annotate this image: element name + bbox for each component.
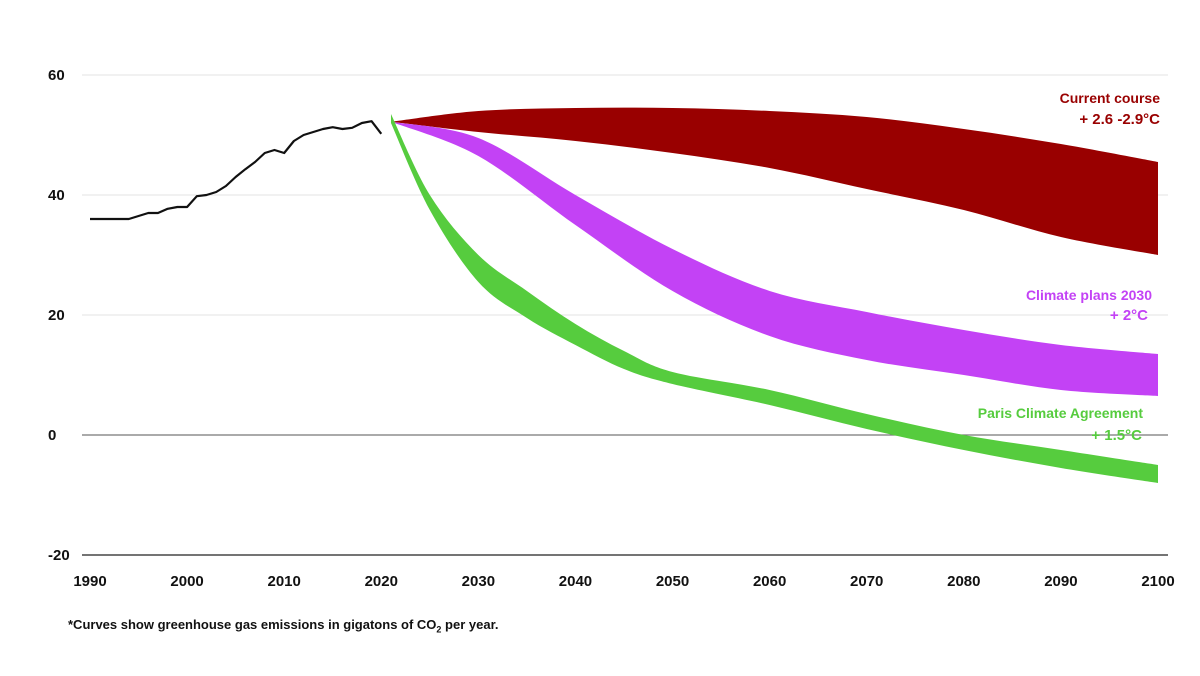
x-tick-label: 2040: [559, 573, 592, 590]
x-tick-label: 2100: [1141, 573, 1174, 590]
x-tick-label: 2060: [753, 573, 786, 590]
footnote-text: *Curves show greenhouse gas emissions in…: [68, 617, 437, 632]
scenario-band: [390, 121, 1158, 397]
x-tick-label: 2090: [1044, 573, 1077, 590]
historical-line: [90, 120, 383, 221]
x-axis-ticks: 1990 2000 2010 2020 2030 2040 2050 2060 2070 2080…: [73, 573, 1174, 590]
y-tick-label: 0: [48, 427, 56, 444]
y-tick-label: -20: [48, 547, 70, 564]
footnote: *Curves show greenhouse gas emissions in…: [68, 617, 499, 635]
climate-plans-temp: + 2°C: [1110, 307, 1148, 324]
y-tick-label: 40: [48, 187, 65, 204]
scenario-band: [390, 107, 1158, 255]
x-tick-label: 1990: [73, 573, 106, 590]
paris-agreement-label: Paris Climate Agreement: [978, 405, 1144, 421]
x-tick-label: 2020: [365, 573, 398, 590]
x-tick-label: 2000: [170, 573, 203, 590]
scenario-bands: [390, 107, 1158, 483]
footnote-end: per year.: [441, 617, 499, 632]
current-course-temp: + 2.6 -2.9°C: [1079, 111, 1160, 128]
x-tick-label: 2070: [850, 573, 883, 590]
y-tick-label: 20: [48, 307, 65, 324]
paris-agreement-temp: + 1.5°C: [1091, 427, 1142, 444]
y-tick-label: 60: [48, 67, 65, 84]
x-tick-label: 2080: [947, 573, 980, 590]
x-tick-label: 2050: [656, 573, 689, 590]
climate-plans-label: Climate plans 2030: [1026, 287, 1152, 303]
footnote-subscript: 2: [436, 624, 442, 635]
y-axis-ticks: 60 40 20 0 -20: [48, 67, 70, 564]
x-tick-label: 2030: [462, 573, 495, 590]
x-tick-label: 2010: [267, 573, 300, 590]
current-course-label: Current course: [1060, 90, 1161, 106]
historical-emissions: [90, 120, 383, 221]
